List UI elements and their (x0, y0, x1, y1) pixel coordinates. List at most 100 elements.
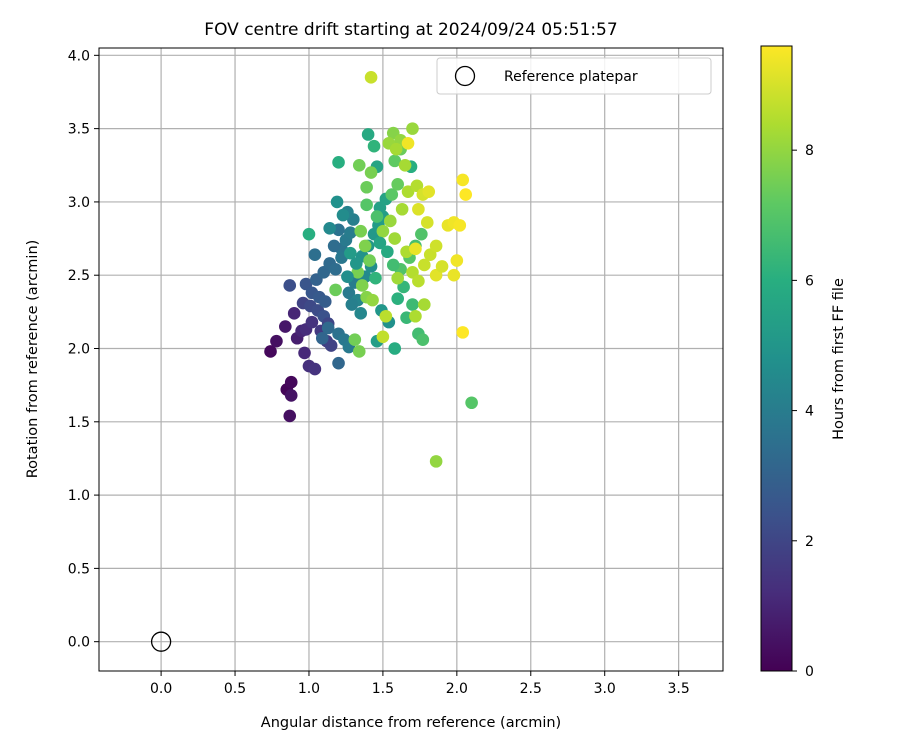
y-axis-label: Rotation from reference (arcmin) (25, 240, 41, 479)
data-point (332, 156, 345, 169)
x-tick-label: 0.5 (224, 681, 246, 697)
data-point (364, 166, 378, 179)
x-tick-label: 1.5 (372, 681, 394, 697)
data-point (429, 239, 443, 253)
data-point (422, 185, 436, 198)
data-point (418, 258, 431, 272)
data-point (388, 232, 402, 245)
data-point (283, 409, 297, 423)
data-point (369, 271, 382, 285)
colorbar-tick-label: 8 (805, 143, 814, 159)
data-point (287, 307, 301, 320)
colorbar: 0 2 4 6 8 Hours from first FF file (760, 45, 847, 680)
x-tick-label: 2.0 (446, 681, 468, 697)
x-axis-label: Angular distance from reference (arcmin) (261, 715, 561, 731)
data-point (412, 274, 425, 288)
y-tick-label: 1.0 (68, 488, 90, 504)
data-point (388, 342, 402, 355)
data-point (398, 158, 412, 172)
data-point (429, 455, 443, 468)
data-point (305, 315, 319, 329)
data-points (264, 71, 478, 468)
data-point (354, 224, 368, 238)
data-point (412, 202, 425, 216)
data-point (456, 173, 470, 187)
data-point (459, 188, 473, 201)
data-point (360, 198, 373, 212)
data-point (348, 333, 362, 347)
data-point (418, 298, 431, 311)
data-point (283, 279, 297, 292)
data-point (364, 71, 378, 84)
data-point (329, 283, 342, 297)
data-point (381, 245, 394, 259)
data-point (324, 339, 338, 352)
data-point (298, 346, 311, 360)
data-point (409, 309, 422, 323)
data-point (354, 307, 368, 320)
data-point (341, 270, 354, 283)
legend-open-circle-icon (454, 65, 476, 87)
x-axis-ticks: 0.0 0.5 1.0 1.5 2.0 2.5 3.0 3.5 (150, 671, 690, 697)
colorbar-tick-label: 0 (805, 664, 814, 680)
data-point (366, 293, 379, 307)
colorbar-label: Hours from first FF file (831, 278, 847, 440)
data-point (370, 210, 384, 223)
data-point (330, 195, 344, 209)
data-point (383, 214, 397, 228)
data-point (358, 239, 372, 253)
x-tick-label: 3.5 (668, 681, 690, 697)
data-point (321, 321, 335, 335)
data-point (450, 254, 464, 267)
plot-frame (98, 47, 724, 672)
reference-platepar-point (150, 631, 172, 652)
data-point (344, 226, 357, 240)
data-point (302, 227, 316, 241)
data-point (315, 331, 329, 345)
x-tick-label: 3.0 (594, 681, 616, 697)
data-point (355, 279, 369, 292)
y-axis-ticks: 0.0 0.5 1.0 1.5 2.0 2.5 3.0 3.5 4.0 (68, 48, 99, 651)
data-point (415, 227, 428, 241)
data-point (386, 258, 400, 272)
data-point (367, 139, 381, 153)
data-point (376, 330, 390, 344)
data-point (329, 263, 342, 276)
data-point (391, 292, 404, 305)
data-point (284, 375, 298, 389)
data-point (327, 239, 341, 253)
data-point (409, 242, 422, 256)
data-point (379, 309, 393, 323)
data-point (447, 268, 461, 282)
colorbar-ticks: 0 2 4 6 8 (792, 143, 814, 680)
y-tick-label: 0.0 (68, 635, 90, 651)
data-point (345, 298, 359, 311)
legend-label: Reference platepar (504, 69, 638, 85)
data-point (308, 248, 322, 261)
data-point (308, 362, 322, 376)
x-tick-label: 1.0 (298, 681, 320, 697)
data-point (401, 136, 415, 150)
data-point (270, 334, 283, 348)
data-point (456, 326, 470, 339)
data-point (318, 295, 332, 308)
x-tick-label: 0.0 (150, 681, 172, 697)
colorbar-tick-label: 4 (805, 404, 814, 420)
data-point (336, 208, 350, 222)
data-point (391, 271, 404, 285)
data-point (279, 320, 292, 333)
data-point (363, 254, 376, 267)
data-point (373, 236, 387, 250)
reference-marker (150, 631, 172, 652)
data-point (344, 246, 357, 260)
y-tick-label: 4.0 (68, 48, 90, 64)
y-tick-label: 0.5 (68, 561, 90, 577)
colorbar-tick-label: 6 (805, 273, 814, 289)
y-tick-label: 2.5 (68, 268, 90, 284)
data-point (395, 202, 409, 216)
data-point (406, 122, 419, 135)
data-point (342, 286, 356, 300)
data-point (435, 260, 449, 273)
data-point (264, 345, 277, 358)
